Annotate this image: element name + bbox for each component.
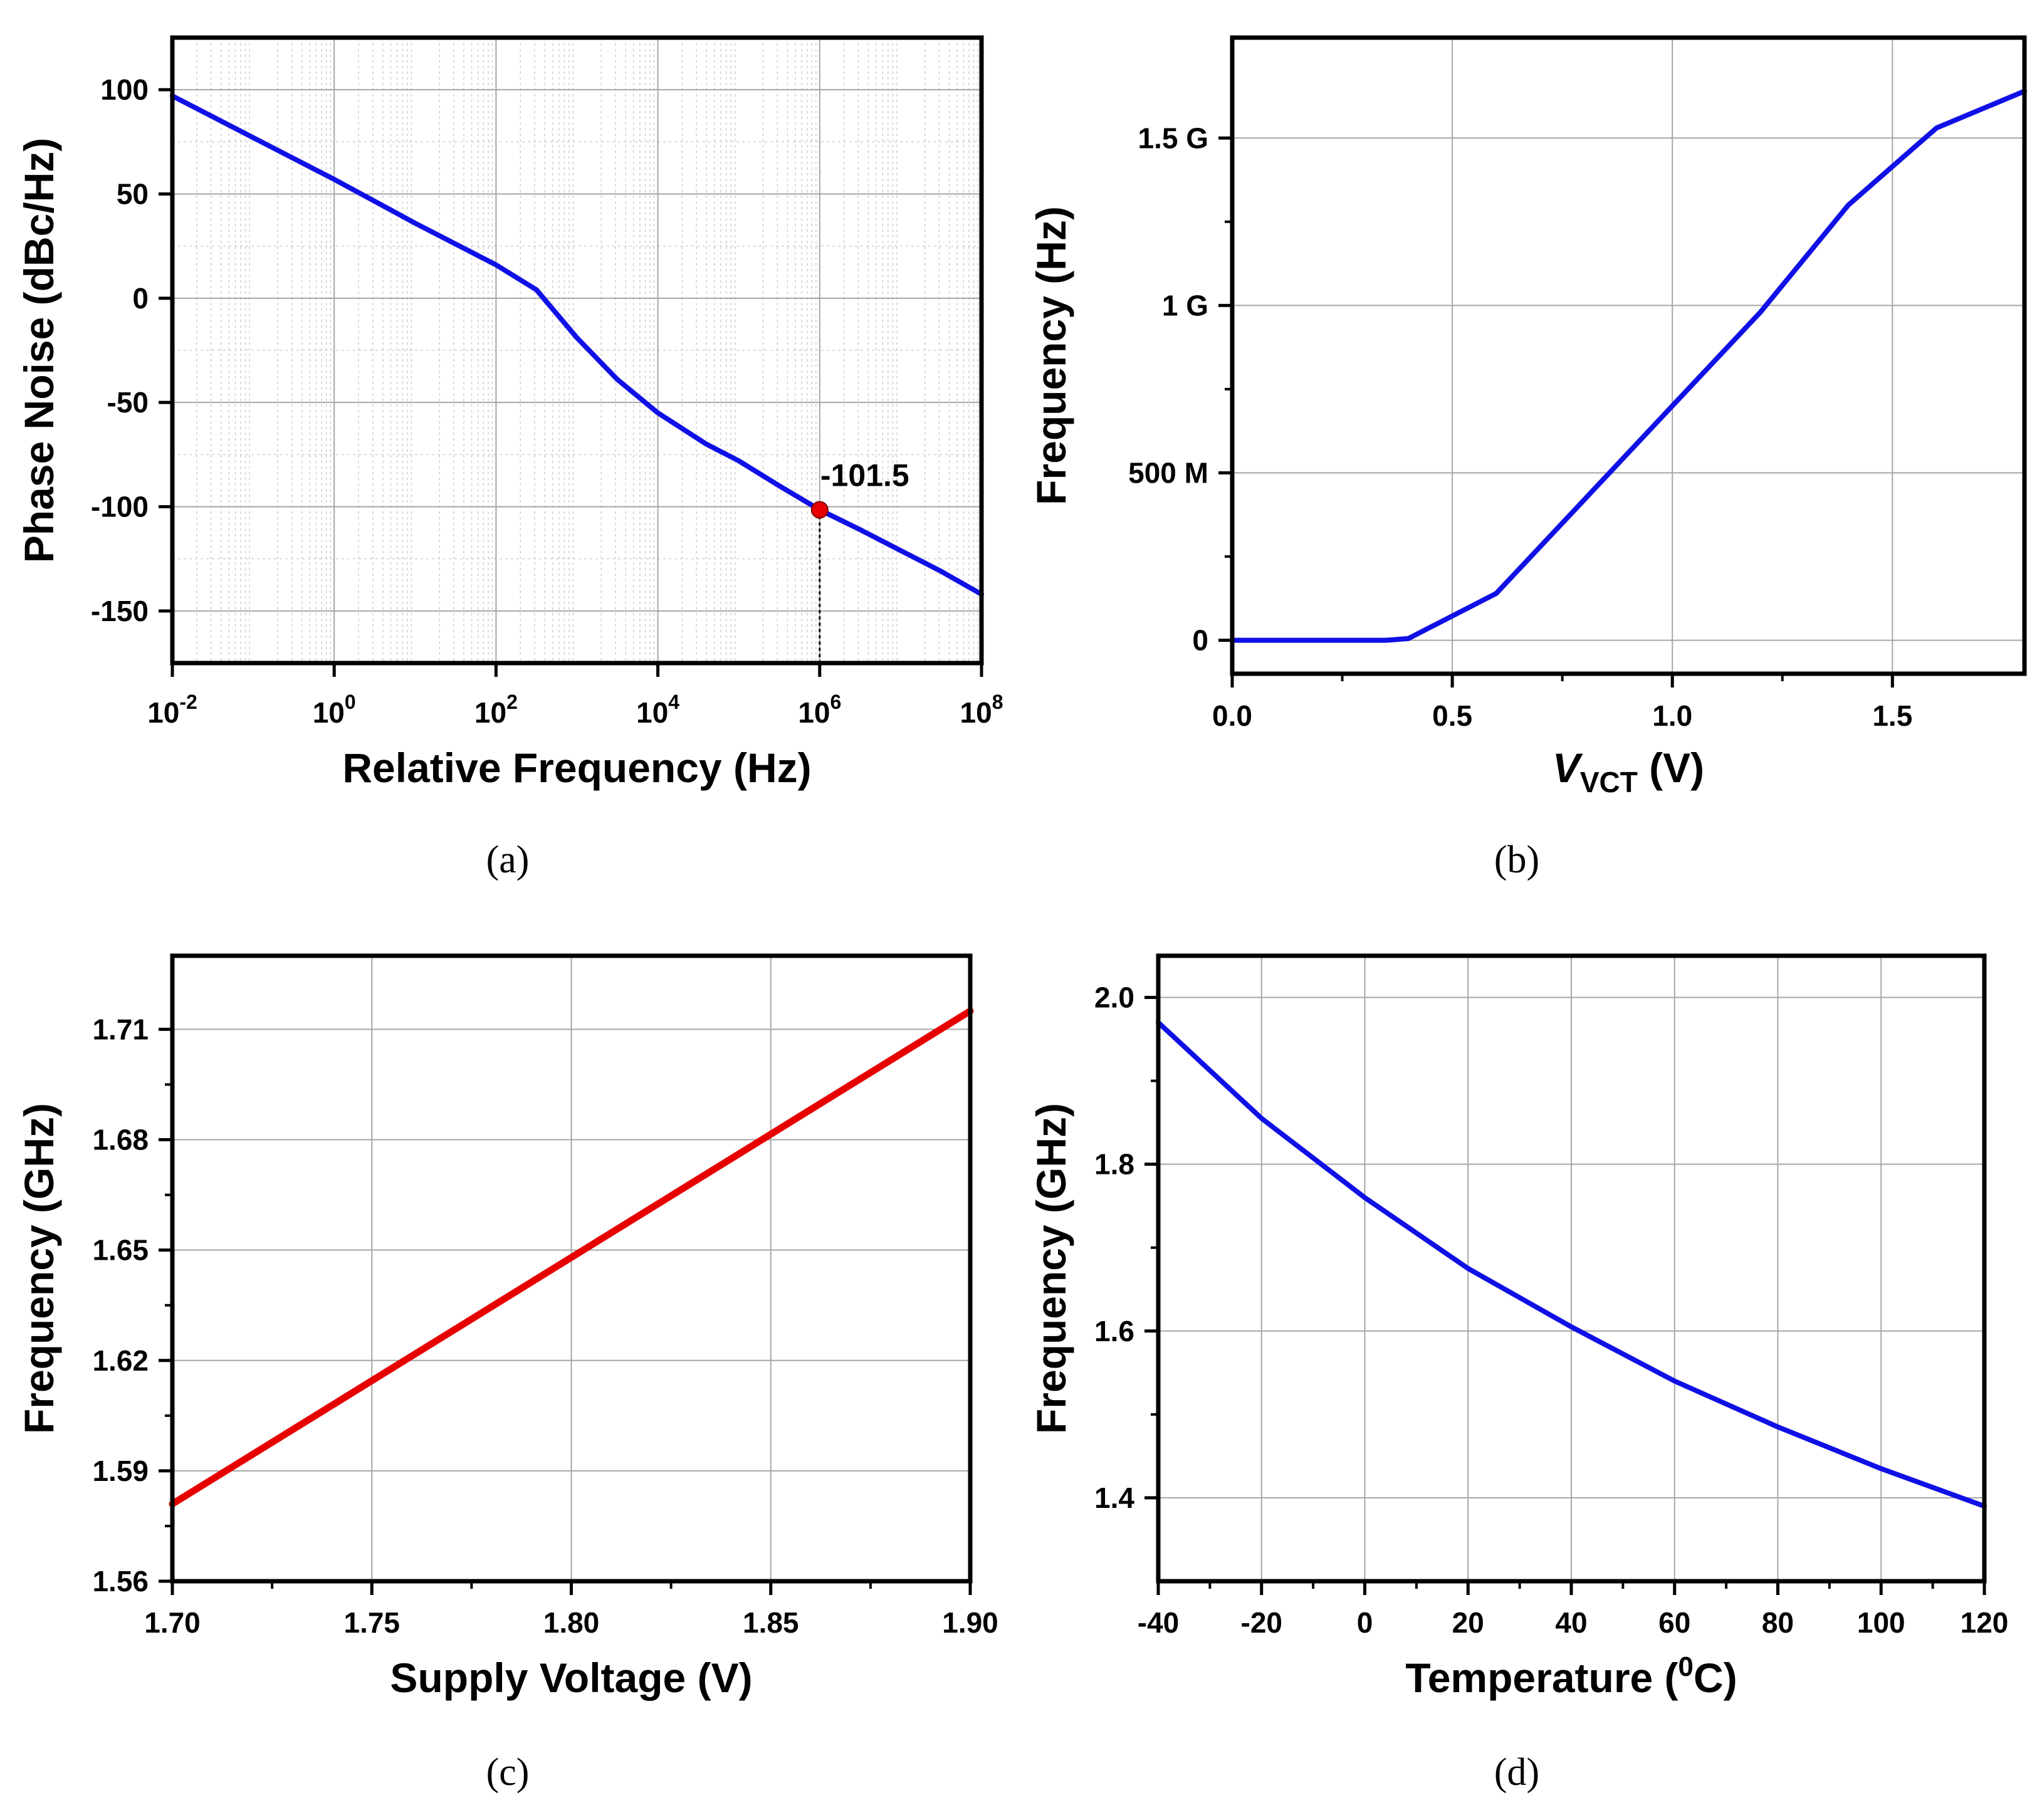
y-tick-label: 1.71 bbox=[92, 1013, 149, 1045]
chart-panel-c: 1.70 1.75 1.80 1.85 1.90 1.56 1.59 1.62 1.65 1.68… bbox=[16, 953, 998, 1794]
series-line bbox=[1156, 1020, 1987, 1509]
y-tick-label: -150 bbox=[91, 595, 149, 627]
x-tick-label: 104 bbox=[636, 691, 679, 729]
plot-frame bbox=[1230, 35, 2027, 676]
x-tick-label: 108 bbox=[960, 691, 1003, 729]
y-tick-label: -100 bbox=[91, 491, 149, 523]
x-axis-title-subscript: VCT bbox=[1580, 766, 1638, 798]
x-axis-title-unit: C) bbox=[1694, 1655, 1737, 1701]
y-tick-label: 500 M bbox=[1128, 456, 1208, 489]
x-tick-label-exponent: 8 bbox=[992, 691, 1003, 713]
y-axis-title: Frequency (GHz) bbox=[1028, 1103, 1074, 1434]
x-tick-label: 80 bbox=[1762, 1606, 1794, 1639]
x-tick-label: 1.0 bbox=[1652, 699, 1692, 732]
y-tick-label: 1.6 bbox=[1094, 1315, 1134, 1347]
x-tick-label-base: 10 bbox=[636, 696, 668, 729]
chart-panel-d: -40 -20 0 20 40 60 80 100 120 1.4 1.6 1.8 2.0 Tempera… bbox=[1028, 953, 2009, 1794]
x-tick-label: 0.0 bbox=[1212, 699, 1252, 732]
x-tick-label: 106 bbox=[798, 691, 841, 729]
y-tick-label: 1.5 G bbox=[1138, 122, 1208, 154]
x-axis-title: Supply Voltage (V) bbox=[390, 1655, 752, 1701]
x-tick-label: 1.90 bbox=[942, 1606, 998, 1639]
plot-frame bbox=[170, 953, 973, 1584]
x-tick-label-base: 10 bbox=[960, 696, 992, 729]
x-tick-label: 0.5 bbox=[1432, 699, 1472, 732]
plot-frame bbox=[1156, 953, 1987, 1584]
x-tick-label: 100 bbox=[1857, 1606, 1905, 1639]
x-tick-label: 100 bbox=[313, 691, 356, 729]
series-line bbox=[1230, 88, 2027, 643]
x-tick-label: 10-2 bbox=[147, 691, 197, 729]
series-line bbox=[169, 1007, 974, 1508]
y-tick-label: -50 bbox=[107, 386, 149, 419]
y-tick-label: 100 bbox=[100, 73, 149, 106]
y-tick-label: 1.8 bbox=[1094, 1148, 1134, 1181]
x-tick-label-base: 10 bbox=[798, 696, 830, 729]
marker-label: -101.5 bbox=[820, 458, 909, 493]
x-tick-label: 102 bbox=[474, 691, 518, 729]
x-tick-label: 120 bbox=[1961, 1606, 2009, 1639]
y-axis-title: Phase Noise (dBc/Hz) bbox=[16, 138, 62, 563]
y-tick-label: 2.0 bbox=[1094, 981, 1134, 1014]
y-tick-label: 1.4 bbox=[1094, 1482, 1134, 1514]
x-axis-title-main: Temperature ( bbox=[1405, 1655, 1678, 1701]
y-tick-label: 50 bbox=[117, 178, 149, 211]
x-tick-label: 1.80 bbox=[543, 1606, 600, 1639]
x-tick-label: 1.85 bbox=[743, 1606, 799, 1639]
marker-point bbox=[810, 501, 829, 519]
y-axis-title: Frequency (Hz) bbox=[1028, 206, 1074, 505]
x-axis-title: Relative Frequency (Hz) bbox=[342, 745, 811, 791]
x-axis-title-main: V bbox=[1553, 745, 1583, 791]
plot-frame bbox=[170, 35, 984, 666]
panel-caption: (c) bbox=[486, 1751, 530, 1794]
x-tick-label-exponent: -2 bbox=[179, 691, 197, 713]
y-tick-label: 0 bbox=[132, 282, 149, 315]
x-tick-label: -40 bbox=[1138, 1606, 1179, 1639]
x-tick-label-exponent: 0 bbox=[345, 691, 356, 713]
x-tick-label: 20 bbox=[1452, 1606, 1484, 1639]
x-tick-label-base: 10 bbox=[474, 696, 506, 729]
y-axis-title: Frequency (GHz) bbox=[16, 1103, 62, 1434]
series-line bbox=[170, 93, 984, 597]
x-tick-label: 1.75 bbox=[343, 1606, 400, 1639]
x-tick-label-exponent: 6 bbox=[830, 691, 841, 713]
y-tick-label: 1.59 bbox=[92, 1455, 149, 1487]
x-tick-label-exponent: 4 bbox=[668, 691, 679, 713]
x-axis-title: Temperature (0C) bbox=[1405, 1651, 1737, 1701]
x-tick-label-base: 10 bbox=[313, 696, 345, 729]
y-tick-label: 1.62 bbox=[92, 1344, 149, 1377]
x-axis-title: VVCT (V) bbox=[1553, 745, 1704, 798]
x-tick-label-exponent: 2 bbox=[506, 691, 518, 713]
y-tick-label: 1.56 bbox=[92, 1565, 149, 1598]
x-tick-label: 1.70 bbox=[144, 1606, 201, 1639]
y-tick-label: 1.65 bbox=[92, 1234, 149, 1267]
x-tick-label: 60 bbox=[1658, 1606, 1690, 1639]
chart-panel-a: -101.510-2 100 102 104 106 108100500-50-100-1… bbox=[16, 35, 1003, 881]
x-tick-label: 40 bbox=[1555, 1606, 1587, 1639]
x-tick-label: 1.5 bbox=[1872, 699, 1912, 732]
x-axis-title-superscript: 0 bbox=[1678, 1651, 1694, 1682]
y-tick-label: 1 G bbox=[1162, 289, 1208, 322]
chart-panel-b: 0.0 0.5 1.0 1.5 0 500 M 1 G 1.5 G VVCT (V) Freque… bbox=[1028, 35, 2027, 881]
x-tick-label: -20 bbox=[1241, 1606, 1282, 1639]
x-axis-title-unit: (V) bbox=[1638, 745, 1704, 791]
y-tick-label: 0 bbox=[1192, 624, 1208, 657]
x-tick-label-base: 10 bbox=[147, 696, 179, 729]
x-tick-label: 0 bbox=[1357, 1606, 1373, 1639]
panel-caption: (d) bbox=[1494, 1751, 1539, 1794]
panel-caption: (a) bbox=[486, 839, 530, 881]
panel-caption: (b) bbox=[1494, 839, 1539, 881]
y-tick-label: 1.68 bbox=[92, 1124, 149, 1156]
